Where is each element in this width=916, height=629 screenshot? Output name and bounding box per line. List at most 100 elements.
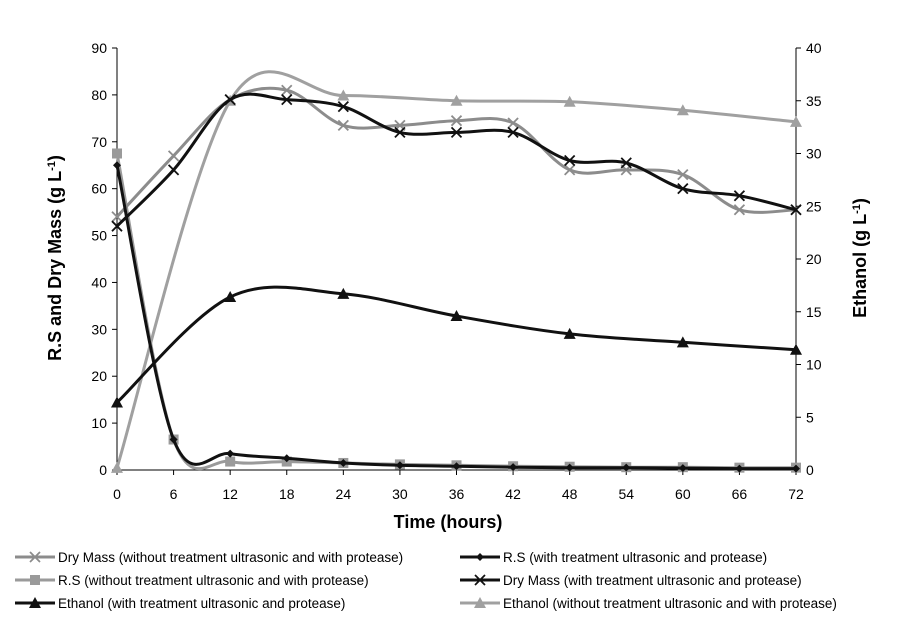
legend-entry: Ethanol (with treatment ultrasonic and p… — [15, 596, 345, 611]
y-left-tick-label: 10 — [91, 415, 107, 431]
data-point-triangle-marker — [337, 287, 350, 299]
x-marker-stroke — [337, 119, 349, 132]
y-left-tick-label: 0 — [99, 462, 107, 478]
x-marker-stroke — [733, 190, 746, 202]
data-point-triangle-marker — [450, 94, 463, 106]
y-axis-right-title-sup: -1 — [851, 204, 863, 214]
x-marker-stroke — [790, 204, 802, 216]
x-marker-stroke — [450, 115, 463, 127]
legend-entry: R.S (with treatment ultrasonic and prote… — [460, 550, 767, 565]
y-right-tick-label: 15 — [806, 304, 822, 320]
y-left-tick-label: 60 — [91, 181, 107, 197]
y-axis-left-title-end: ) — [45, 155, 65, 161]
x-marker-stroke — [111, 220, 123, 232]
y-right-tick-label: 20 — [806, 251, 822, 267]
data-point-diamond-marker — [339, 458, 348, 467]
y-right-tick-label: 35 — [806, 93, 822, 109]
x-marker-stroke — [733, 204, 746, 216]
x-tick-label: 36 — [449, 486, 465, 502]
y-axis-right-title: Ethanol (g L-1) — [850, 198, 870, 318]
legend: Dry Mass (without treatment ultrasonic a… — [15, 550, 837, 611]
data-point-diamond-marker — [735, 464, 744, 473]
data-point-x-marker — [394, 126, 406, 139]
data-point-x-marker — [111, 220, 123, 232]
data-point-x-marker — [677, 168, 689, 181]
x-marker-stroke — [620, 157, 632, 169]
x-marker-stroke — [677, 168, 689, 181]
x-marker-stroke — [167, 150, 180, 162]
data-point-x-marker — [677, 183, 689, 195]
data-point-x-marker — [620, 157, 632, 169]
x-axis-title: Time (hours) — [394, 512, 503, 532]
y-right-tick-label: 30 — [806, 146, 822, 162]
data-point-x-marker — [111, 211, 123, 223]
data-point-diamond-marker — [476, 553, 484, 561]
series-line — [115, 92, 797, 228]
data-point-x-marker — [564, 164, 576, 176]
data-point-diamond-marker — [565, 463, 574, 472]
legend-label: Dry Mass (with treatment ultrasonic and … — [503, 573, 802, 588]
data-point-triangle-marker — [676, 336, 689, 348]
data-point-triangle-marker — [563, 95, 576, 107]
data-point-triangle-marker — [563, 327, 576, 339]
x-marker-stroke — [29, 551, 41, 563]
series-line — [115, 70, 797, 469]
x-marker-stroke — [507, 126, 519, 139]
data-point-diamond-marker — [226, 449, 235, 458]
data-point-triangle-marker — [790, 343, 802, 355]
legend-label: Ethanol (without treatment ultrasonic an… — [503, 596, 837, 611]
legend-entry: Dry Mass (without treatment ultrasonic a… — [15, 550, 403, 565]
axis-labels: Time (hours) R.S and Dry Mass (g L-1) Et… — [45, 155, 870, 532]
y-axis-left-title: R.S and Dry Mass (g L-1) — [45, 155, 65, 361]
x-marker-stroke — [167, 164, 180, 176]
data-point-x-marker — [474, 574, 486, 586]
x-marker-stroke — [507, 117, 519, 129]
x-marker-stroke — [224, 93, 236, 106]
x-marker-stroke — [474, 574, 486, 586]
data-point-x-marker — [564, 154, 576, 167]
x-tick-label: 42 — [505, 486, 521, 502]
series-4 — [111, 92, 802, 232]
y-left-tick-label: 40 — [91, 274, 107, 290]
y-axis-left-title-main: R.S and Dry Mass (g L — [45, 171, 65, 361]
data-point-triangle-marker — [450, 309, 463, 321]
data-point-triangle-marker — [111, 396, 123, 408]
legend-label: Dry Mass (without treatment ultrasonic a… — [58, 550, 403, 565]
data-point-triangle-marker — [29, 597, 41, 608]
x-marker-stroke — [564, 154, 576, 167]
x-tick-label: 30 — [392, 486, 408, 502]
x-marker-stroke — [281, 84, 293, 96]
data-point-x-marker — [337, 100, 349, 113]
x-tick-label: 18 — [279, 486, 295, 502]
y-left-tick-label: 20 — [91, 368, 107, 384]
x-tick-label: 66 — [732, 486, 748, 502]
series-line — [115, 164, 797, 471]
data-point-x-marker — [167, 150, 180, 162]
x-marker-stroke — [677, 183, 689, 195]
data-point-triangle-marker — [790, 115, 802, 127]
x-tick-label: 48 — [562, 486, 578, 502]
y-right-tick-label: 40 — [806, 40, 822, 56]
series-2 — [113, 161, 800, 473]
data-point-x-marker — [507, 117, 519, 129]
x-tick-label: 6 — [170, 486, 178, 502]
data-point-x-marker — [450, 115, 463, 127]
data-point-diamond-marker — [678, 464, 687, 473]
axes: 0 10 20 30 40 50 60 70 80 90 0 5 10 15 20 25 30 35 40 0 6 12 1… — [91, 40, 821, 502]
y-left-tick-label: 90 — [91, 40, 107, 56]
data-point-square-marker — [225, 456, 236, 467]
series-5 — [111, 285, 802, 408]
data-point-x-marker — [167, 164, 180, 176]
x-tick-label: 72 — [788, 486, 804, 502]
x-marker-stroke — [564, 164, 576, 176]
x-tick-label: 12 — [222, 486, 238, 502]
data-point-x-marker — [733, 190, 746, 202]
data-point-diamond-marker — [509, 463, 518, 472]
y-right-tick-label: 10 — [806, 357, 822, 373]
data-point-diamond-marker — [113, 161, 121, 170]
y-axis-right-title-main: Ethanol (g L — [850, 214, 870, 318]
series-layer — [111, 70, 802, 473]
data-point-x-marker — [733, 204, 746, 216]
data-point-x-marker — [29, 551, 41, 563]
